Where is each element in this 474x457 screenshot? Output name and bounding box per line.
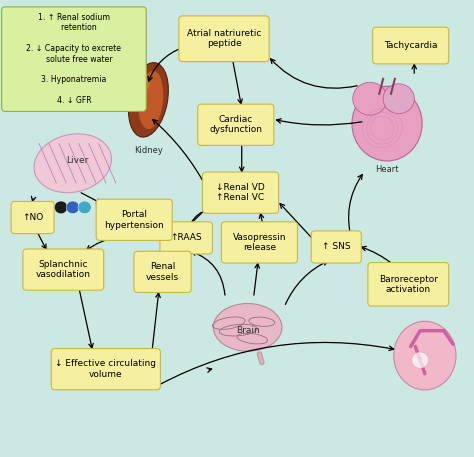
Ellipse shape — [213, 303, 282, 351]
Ellipse shape — [125, 83, 140, 108]
FancyBboxPatch shape — [373, 27, 449, 64]
Ellipse shape — [352, 86, 422, 161]
FancyBboxPatch shape — [1, 7, 146, 112]
Text: ↑ SNS: ↑ SNS — [322, 243, 351, 251]
Text: Portal
hypertension: Portal hypertension — [104, 210, 164, 229]
Ellipse shape — [34, 134, 111, 193]
FancyBboxPatch shape — [368, 263, 449, 306]
FancyBboxPatch shape — [311, 231, 361, 263]
Circle shape — [55, 201, 68, 214]
Circle shape — [66, 201, 79, 214]
Text: Vasopressin
release: Vasopressin release — [233, 233, 286, 252]
Text: Heart: Heart — [375, 165, 399, 175]
FancyBboxPatch shape — [96, 199, 172, 240]
Ellipse shape — [137, 74, 150, 90]
Text: Atrial natriuretic
peptide: Atrial natriuretic peptide — [187, 29, 261, 48]
Text: 1. ↑ Renal sodium
    retention

2. ↓ Capacity to excrete
    solute free water
: 1. ↑ Renal sodium retention 2. ↓ Capacit… — [27, 13, 121, 105]
Ellipse shape — [138, 71, 164, 129]
FancyBboxPatch shape — [202, 172, 279, 213]
Text: Renal
vessels: Renal vessels — [146, 262, 179, 282]
Circle shape — [353, 82, 387, 115]
Text: ↓ Effective circulating
volume: ↓ Effective circulating volume — [55, 360, 156, 379]
FancyBboxPatch shape — [51, 349, 160, 390]
Ellipse shape — [394, 321, 456, 390]
Circle shape — [78, 201, 91, 214]
FancyBboxPatch shape — [198, 104, 274, 145]
Text: Cardiac
dysfunction: Cardiac dysfunction — [210, 115, 262, 134]
FancyBboxPatch shape — [179, 16, 269, 62]
FancyBboxPatch shape — [134, 251, 191, 292]
Text: Baroreceptor
activation: Baroreceptor activation — [379, 275, 438, 294]
Text: Kidney: Kidney — [134, 146, 163, 155]
Circle shape — [411, 352, 428, 368]
Text: Brain: Brain — [236, 326, 259, 335]
FancyBboxPatch shape — [11, 202, 54, 234]
Circle shape — [383, 84, 414, 114]
Text: Liver: Liver — [66, 156, 89, 165]
FancyBboxPatch shape — [221, 222, 298, 263]
Ellipse shape — [128, 63, 168, 137]
FancyBboxPatch shape — [23, 249, 104, 290]
Text: ↑NO: ↑NO — [22, 213, 43, 222]
Text: ↓Renal VD
↑Renal VC: ↓Renal VD ↑Renal VC — [216, 183, 265, 202]
Text: ↑RAAS: ↑RAAS — [170, 234, 202, 242]
Text: Tachycardia: Tachycardia — [384, 41, 438, 50]
Text: Splanchnic
vasodilation: Splanchnic vasodilation — [36, 260, 91, 279]
FancyBboxPatch shape — [160, 222, 212, 254]
